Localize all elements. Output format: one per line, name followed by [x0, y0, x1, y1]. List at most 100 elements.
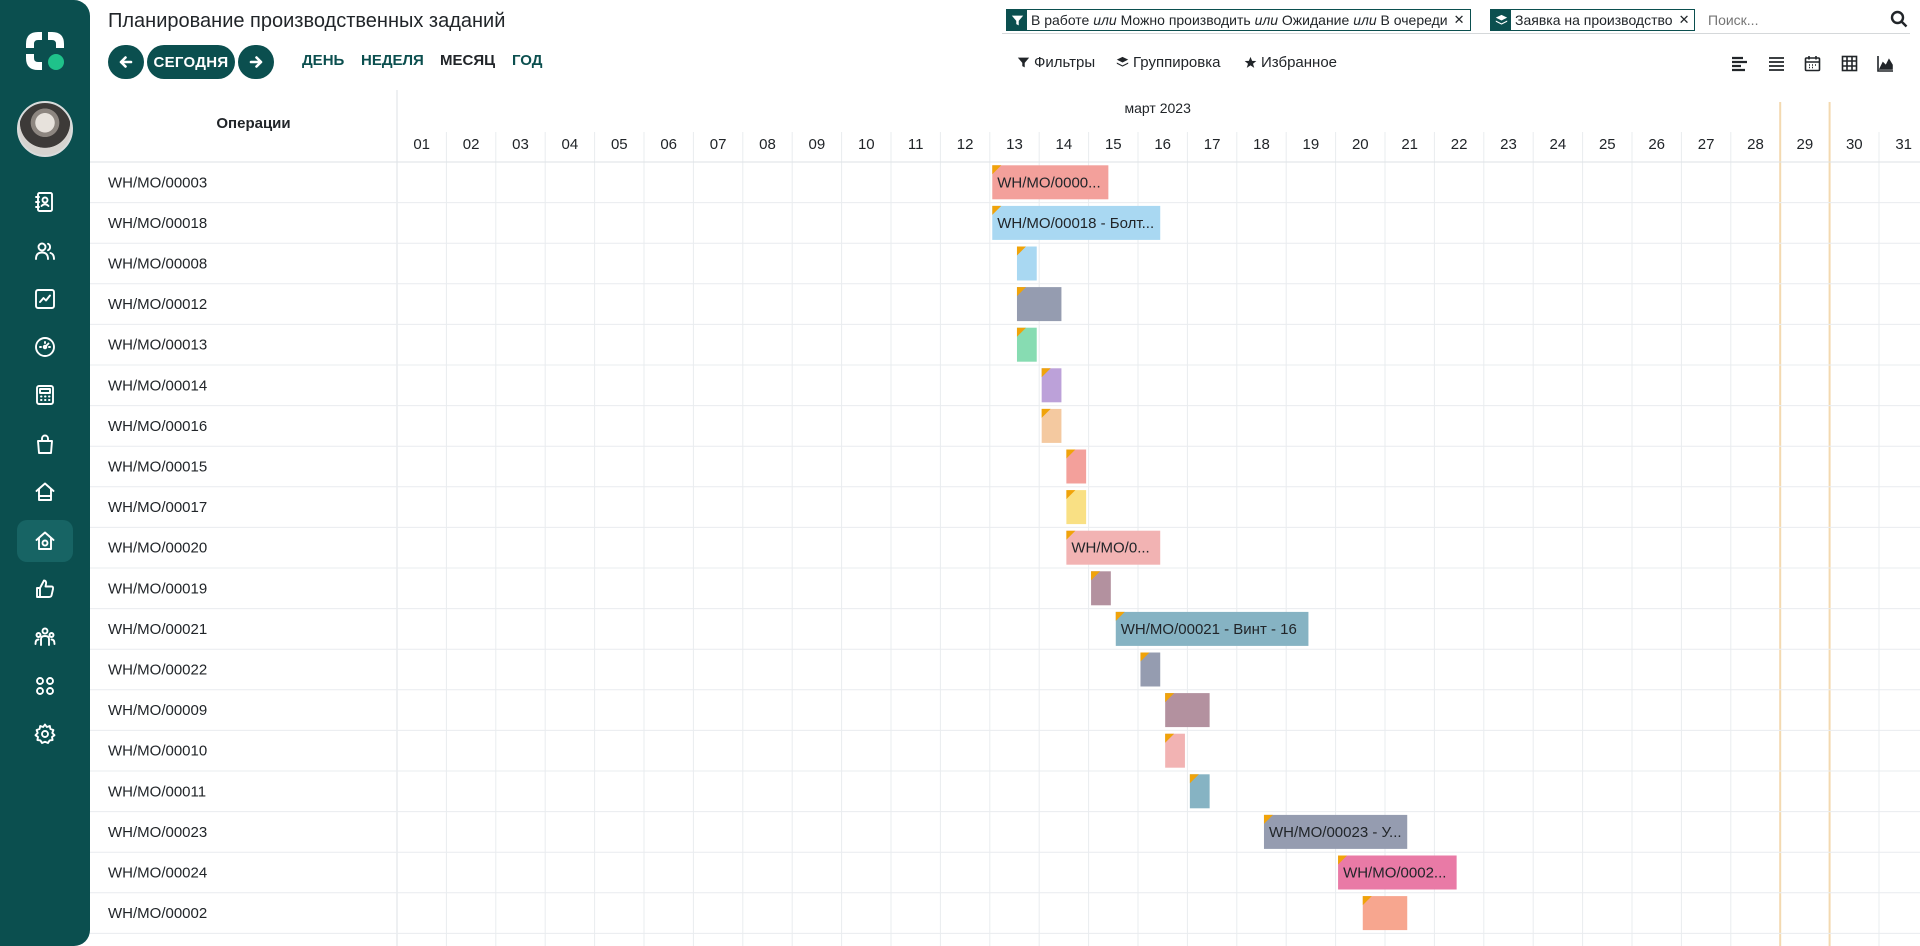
facet-separator: или	[1093, 12, 1117, 28]
scale-week-button[interactable]: НЕДЕЛЯ	[361, 52, 424, 69]
row-label: WH/MO/00015	[108, 459, 207, 476]
gantt-bar[interactable]	[1338, 855, 1457, 890]
gantt-bar[interactable]	[1115, 611, 1309, 646]
day-label-16: 16	[1154, 136, 1171, 153]
facet-remove-icon[interactable]: ✕	[1678, 12, 1690, 27]
gantt-bar[interactable]	[1263, 814, 1408, 849]
chart-icon[interactable]	[28, 282, 62, 316]
filter-icon	[1007, 10, 1027, 30]
user-avatar[interactable]	[17, 101, 73, 157]
shopping-bag-icon[interactable]	[28, 427, 62, 461]
calculator-icon[interactable]	[28, 378, 62, 412]
day-label-06: 06	[660, 136, 677, 153]
filter-icon	[1017, 57, 1030, 68]
day-label-12: 12	[957, 136, 974, 153]
bar-corner-marker	[1189, 774, 1199, 784]
day-label-01: 01	[413, 136, 430, 153]
day-label-08: 08	[759, 136, 776, 153]
row-header-title: Операции	[216, 115, 290, 132]
facet-separator: или	[1353, 12, 1377, 28]
search-facet-status[interactable]: В работе или Можно производить или Ожида…	[1006, 9, 1471, 31]
month-label: март 2023	[1125, 100, 1192, 116]
favorites-dropdown[interactable]: Избранное	[1244, 54, 1337, 71]
gantt-chart: Операции март 2023 01 02 03 04 05 06 07 08 09 10 11 1…	[90, 90, 1920, 946]
next-period-button[interactable]	[238, 45, 274, 79]
users-icon[interactable]	[28, 234, 62, 268]
search-underline	[1002, 33, 1910, 34]
scale-year-button[interactable]: ГОД	[512, 52, 543, 69]
star-icon	[1244, 56, 1257, 68]
bar-corner-marker	[1016, 246, 1026, 256]
row-label: WH/MO/00013	[108, 337, 207, 354]
day-label-23: 23	[1500, 136, 1517, 153]
gantt-bar[interactable]	[992, 205, 1161, 240]
contacts-icon[interactable]	[28, 185, 62, 219]
search-facet-group[interactable]: Заявка на производство ✕	[1490, 9, 1696, 31]
bar-corner-marker	[1066, 449, 1076, 459]
row-label: WH/MO/00020	[108, 540, 207, 557]
gantt-bar[interactable]	[1066, 449, 1087, 484]
day-label-11: 11	[908, 136, 924, 153]
warehouse-icon[interactable]	[17, 520, 73, 562]
home-icon[interactable]	[28, 475, 62, 509]
apps-icon[interactable]	[28, 669, 62, 703]
scale-month-button[interactable]: МЕСЯЦ	[440, 52, 496, 69]
bar-corner-marker	[1165, 733, 1175, 743]
bar-corner-marker	[992, 165, 1002, 175]
gantt-bar[interactable]	[1016, 287, 1062, 322]
gantt-bar[interactable]	[1165, 733, 1185, 768]
settings-icon[interactable]	[28, 717, 62, 751]
gantt-bar[interactable]	[1041, 368, 1062, 403]
list-view-icon[interactable]	[1765, 53, 1787, 73]
gantt-view-icon[interactable]	[1728, 53, 1750, 73]
gantt-bar[interactable]	[1016, 327, 1037, 362]
row-label: WH/MO/00021	[108, 621, 207, 638]
filters-dropdown[interactable]: Фильтры	[1017, 54, 1095, 71]
gantt-bar[interactable]	[1016, 246, 1037, 281]
sidebar	[0, 0, 90, 946]
gantt-bar[interactable]	[1066, 490, 1087, 525]
pivot-view-icon[interactable]	[1838, 53, 1860, 73]
today-button[interactable]: СЕГОДНЯ	[147, 45, 235, 79]
facet-value: В работе	[1031, 12, 1090, 28]
row-label: WH/MO/00023	[108, 824, 207, 841]
day-label-13: 13	[1006, 136, 1023, 153]
gantt-bar[interactable]	[1041, 408, 1062, 443]
gantt-bar[interactable]	[1140, 652, 1161, 687]
previous-period-button[interactable]	[108, 45, 144, 79]
facet-separator: или	[1254, 12, 1279, 28]
bar-corner-marker	[1066, 530, 1076, 540]
gantt-bar[interactable]	[992, 165, 1109, 200]
gantt-bar-label: WH/MO/00018 - Болт...	[997, 215, 1154, 232]
dashboard-icon[interactable]	[28, 330, 62, 364]
group-by-label: Группировка	[1133, 54, 1221, 71]
day-label-09: 09	[809, 136, 826, 153]
day-label-19: 19	[1303, 136, 1320, 153]
row-label: WH/MO/00016	[108, 418, 207, 435]
gantt-bar[interactable]	[1091, 571, 1111, 606]
gantt-bar[interactable]	[1189, 774, 1210, 809]
day-label-26: 26	[1648, 136, 1665, 153]
bar-corner-marker	[1115, 611, 1125, 621]
group-by-dropdown[interactable]: Группировка	[1116, 54, 1220, 71]
gantt-bar-label: WH/MO/00021 - Винт - 16	[1121, 621, 1297, 638]
gantt-bar[interactable]	[1362, 896, 1408, 931]
search-input[interactable]	[1708, 10, 1878, 30]
day-label-02: 02	[463, 136, 480, 153]
team-icon[interactable]	[28, 620, 62, 654]
scale-day-button[interactable]: ДЕНЬ	[302, 52, 345, 69]
calendar-view-icon[interactable]	[1801, 53, 1823, 73]
graph-view-icon[interactable]	[1874, 53, 1896, 73]
filters-label: Фильтры	[1034, 54, 1096, 71]
row-label: WH/MO/00011	[108, 783, 206, 800]
thumbs-up-icon[interactable]	[28, 572, 62, 606]
gantt-bar[interactable]	[1066, 530, 1161, 565]
facet-remove-icon[interactable]: ✕	[1453, 12, 1465, 27]
bar-corner-marker	[1016, 327, 1026, 337]
bar-corner-marker	[1263, 814, 1273, 824]
search-icon[interactable]	[1890, 10, 1908, 28]
app-logo-icon[interactable]	[22, 28, 68, 74]
gantt-bar[interactable]	[1165, 693, 1210, 728]
day-label-24: 24	[1550, 136, 1567, 153]
day-label-25: 25	[1599, 136, 1616, 153]
